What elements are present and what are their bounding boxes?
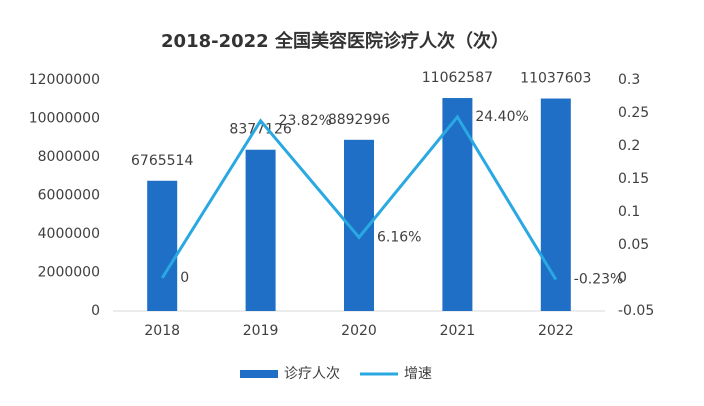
y2-tick-label: 0.25 [618, 105, 649, 121]
line-value-label: 24.40% [475, 109, 528, 125]
bar [147, 180, 178, 311]
line-value-label: 23.82% [279, 113, 332, 129]
legend-label: 诊疗人次 [284, 366, 340, 382]
bar [540, 98, 571, 311]
y-tick-label: 4000000 [38, 226, 100, 242]
chart-title: 2018-2022 全国美容医院诊疗人次（次） [161, 30, 509, 52]
y-tick-label: 10000000 [29, 111, 100, 127]
y2-tick-label: -0.05 [618, 303, 654, 319]
y2-tick-label: 0.05 [618, 237, 649, 253]
y-tick-label: 6000000 [38, 188, 100, 204]
line-value-label: 0 [180, 270, 189, 286]
y2-tick-label: 0.1 [618, 204, 640, 220]
y2-tick-label: 0.2 [618, 138, 640, 154]
x-tick-label: 2022 [538, 323, 574, 339]
legend-label: 增速 [404, 366, 432, 382]
y2-tick-label: 0 [618, 270, 627, 286]
bar-value-label: 8892996 [328, 112, 390, 128]
legend-swatch [240, 370, 278, 378]
x-tick-label: 2018 [144, 323, 180, 339]
x-tick-label: 2019 [243, 323, 279, 339]
bar [245, 149, 276, 311]
y-tick-label: 0 [91, 303, 100, 319]
y-tick-label: 12000000 [29, 72, 100, 88]
x-tick-label: 2021 [440, 323, 476, 339]
bar-value-label: 11037603 [520, 71, 591, 87]
y-tick-label: 8000000 [38, 149, 100, 165]
line-value-label: -0.23% [574, 272, 624, 288]
y-tick-label: 2000000 [38, 265, 100, 281]
line [160, 114, 558, 281]
bar-value-label: 6765514 [131, 153, 193, 169]
y2-tick-label: 0.15 [618, 171, 649, 187]
y2-tick-label: 0.3 [618, 72, 640, 88]
bar-value-label: 11062587 [422, 70, 493, 86]
line-value-label: 6.16% [377, 229, 421, 245]
x-tick-label: 2020 [341, 323, 377, 339]
bar-value-label: 8377126 [229, 122, 291, 138]
